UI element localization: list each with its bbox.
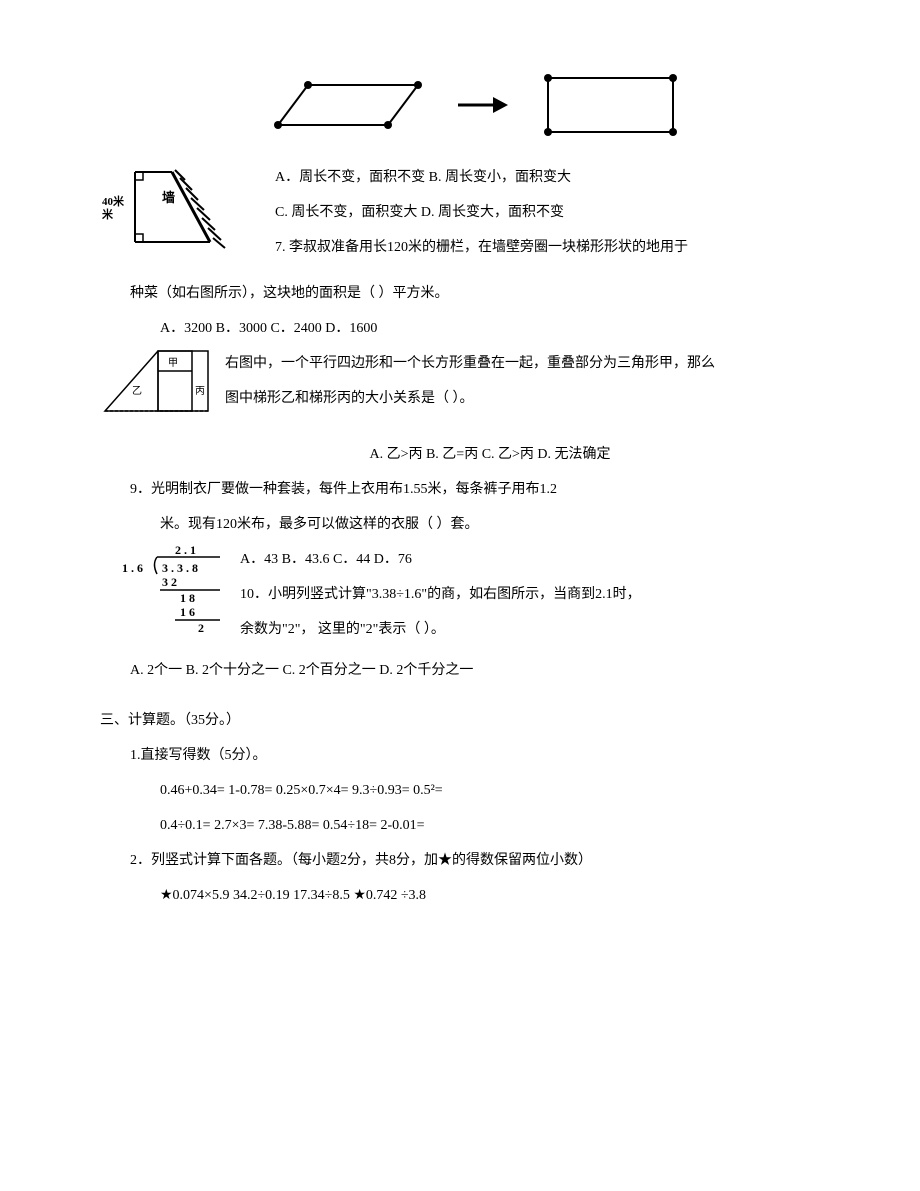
section3-sub2-row: ★0.074×5.9 34.2÷0.19 17.34÷8.5 ★0.742 ÷3…: [100, 878, 820, 913]
q7-stem2: 种菜（如右图所示），这块地的面积是（ ）平方米。: [100, 276, 820, 311]
svg-text:1 . 6: 1 . 6: [122, 561, 143, 575]
svg-text:丙: 丙: [195, 386, 205, 397]
figure-parallelogram-to-rectangle: [100, 70, 820, 140]
svg-text:1 6: 1 6: [180, 605, 195, 619]
q6-opt-a: A．周长不变，面积不变: [275, 170, 425, 185]
label-wall: 墙: [162, 190, 175, 205]
svg-text:米: 米: [101, 207, 114, 221]
q6-opt-d: D. 周长变大，面积不变: [421, 205, 564, 220]
q6-opt-b: B. 周长变小，面积变大: [429, 170, 571, 185]
q9-stem2: 米。现有120米布，最多可以做这样的衣服（ ）套。: [100, 507, 820, 542]
section3-sub1-row1: 0.46+0.34= 1-0.78= 0.25×0.7×4= 9.3÷0.93=…: [100, 773, 820, 808]
question-6-options: 40米 米 墙 A．周长不变，面积不变 B. 周长变小，面积变大 C. 周长不变…: [100, 160, 820, 276]
label-40: 40米: [102, 194, 125, 208]
q10-options: A. 2个一 B. 2个十分之一 C. 2个百分之一 D. 2个千分之一: [100, 653, 820, 688]
section3-sub1-row2: 0.4÷0.1= 2.7×3= 7.38-5.88= 0.54÷18= 2-0.…: [100, 808, 820, 843]
overlap-figure: 甲 乙 丙: [100, 346, 215, 437]
arrow-right-icon: [458, 90, 508, 120]
svg-text:3 . 3 . 8: 3 . 3 . 8: [162, 561, 198, 575]
question-8: 甲 乙 丙 右图中，一个平行四边形和一个长方形重叠在一起，重叠部分为三角形甲，那…: [100, 346, 820, 437]
long-division-icon: 2 . 1 1 . 6 3 . 3 . 8 3 2 1 8 1 6 2: [120, 542, 230, 637]
svg-text:甲: 甲: [168, 358, 178, 369]
parallelogram-icon: [238, 70, 428, 140]
section-3-title: 三、计算题。（35分。）: [100, 703, 820, 738]
wall-trapezoid-figure: 40米 米 墙: [100, 160, 255, 276]
section3-sub1-title: 1.直接写得数（5分）。: [100, 738, 820, 773]
svg-text:1 8: 1 8: [180, 591, 195, 605]
svg-text:乙: 乙: [132, 385, 142, 397]
svg-text:2: 2: [198, 621, 204, 635]
overlap-shapes-icon: 甲 乙 丙: [100, 346, 215, 421]
section3-sub2-title: 2．列竖式计算下面各题。（每小题2分，共8分，加★的得数保留两位小数）: [100, 843, 820, 878]
svg-text:2 . 1: 2 . 1: [175, 543, 196, 557]
q7-options: A．3200 B．3000 C．2400 D．1600: [100, 311, 820, 346]
question-10: 2 . 1 1 . 6 3 . 3 . 8 3 2 1 8 1 6 2 A．43…: [100, 542, 820, 653]
trapezoid-wall-icon: 40米 米 墙: [100, 160, 255, 260]
svg-text:3 2: 3 2: [162, 575, 177, 589]
q8-options: A. 乙>丙 B. 乙=丙 C. 乙>丙 D. 无法确定: [100, 437, 820, 472]
rectangle-icon: [538, 70, 683, 140]
long-division-figure: 2 . 1 1 . 6 3 . 3 . 8 3 2 1 8 1 6 2: [120, 542, 230, 653]
q6-opt-c: C. 周长不变，面积变大: [275, 205, 417, 220]
q9-stem1: 9．光明制衣厂要做一种套装，每件上衣用布1.55米，每条裤子用布1.2: [100, 472, 820, 507]
